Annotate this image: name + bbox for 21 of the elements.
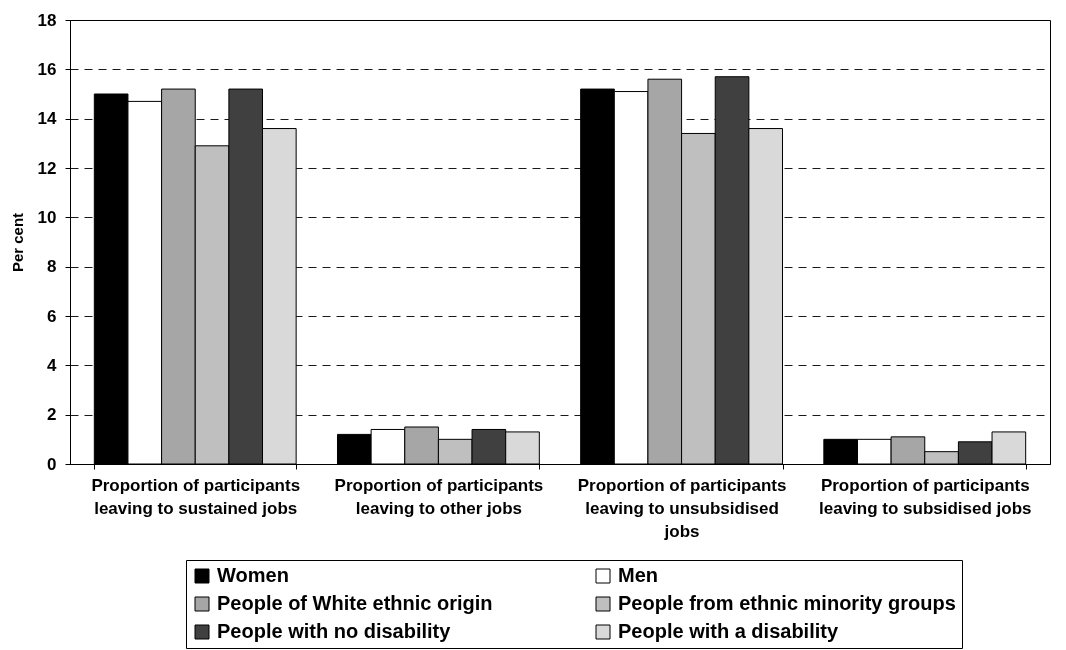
legend-label: Men [618, 564, 658, 586]
y-tick-label: 14 [37, 109, 58, 129]
y-axis-title: Per cent [8, 212, 26, 273]
y-tick-label: 16 [37, 59, 57, 79]
legend-label: Women [217, 564, 289, 586]
y-tick-label: 6 [47, 306, 57, 326]
legend-label: People from ethnic minority groups [618, 592, 956, 614]
y-tick-label: 10 [37, 207, 57, 227]
legend-label: People of White ethnic origin [217, 592, 493, 614]
x-tick-label: Proportion of participants leaving to subsidised jobs [818, 475, 1032, 518]
legend-label: People with no disability [217, 620, 452, 642]
x-tick-label: Proportion of participants leaving to sustained jobs [91, 475, 301, 518]
y-tick-label: 2 [47, 405, 57, 425]
y-tick-label: 0 [47, 454, 57, 474]
y-tick-label: 8 [47, 257, 57, 277]
y-tick-label: 4 [47, 355, 58, 375]
x-tick-label: Proportion of participants leaving to unsubsidised jobs [577, 475, 787, 541]
x-tick-label: Proportion of participants leaving to other jobs [334, 475, 544, 518]
y-tick-label: 12 [37, 158, 57, 178]
legend-label: People with a disability [618, 620, 839, 642]
y-tick-label: 18 [37, 10, 57, 30]
